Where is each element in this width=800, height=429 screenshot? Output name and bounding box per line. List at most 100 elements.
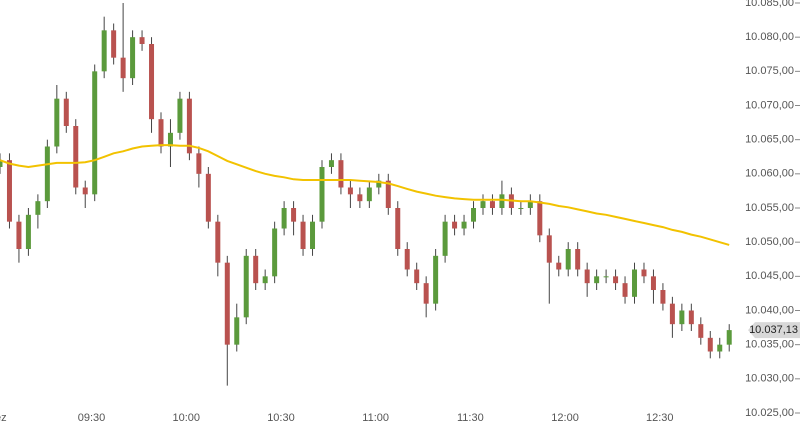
candle-body — [101, 30, 107, 72]
candle-body — [291, 208, 297, 222]
x-tick-label: 10:30 — [267, 412, 295, 424]
y-tick-label: 10.075,00 — [745, 65, 794, 77]
y-tick-label: 10.080,00 — [745, 31, 794, 43]
candle-body — [650, 276, 656, 290]
candle-body — [63, 98, 69, 126]
candle-body — [669, 303, 675, 325]
candle-body — [641, 269, 647, 277]
candle-body — [328, 160, 334, 167]
candle-body — [471, 208, 477, 222]
moving-average — [0, 144, 730, 246]
candle-body — [632, 269, 638, 297]
candle-body — [546, 235, 552, 263]
candle-body — [366, 187, 372, 202]
candle-body — [300, 221, 306, 249]
candle-body — [281, 208, 287, 229]
candle-body — [205, 173, 211, 222]
candle-body — [54, 98, 60, 147]
y-tick-label: 10.045,00 — [745, 270, 794, 282]
candle-body — [537, 201, 543, 236]
last-price-label: 10.037,13 — [749, 324, 798, 336]
candle-body — [234, 317, 240, 345]
candle-body — [584, 269, 590, 284]
candle-body — [158, 119, 164, 147]
candle-body — [357, 194, 363, 202]
candle-body — [215, 221, 221, 263]
candle-body — [186, 98, 192, 154]
candle-body — [688, 310, 694, 325]
candle-body — [603, 276, 609, 278]
candle-body — [177, 98, 183, 133]
candle-body — [73, 126, 79, 188]
candle-body — [16, 221, 22, 249]
y-tick-label: 10.050,00 — [745, 236, 794, 248]
x-tick-label: 12:00 — [551, 412, 579, 424]
candle-body — [594, 276, 600, 284]
candle-body — [310, 221, 316, 249]
candle-body — [452, 221, 458, 229]
candle-body — [679, 310, 685, 325]
candle-body — [224, 262, 230, 345]
candle-body — [0, 160, 3, 167]
candle-body — [385, 180, 391, 208]
candle-body — [92, 71, 98, 195]
x-tick-label: 09:30 — [78, 412, 106, 424]
candle-body — [262, 276, 268, 284]
candle-body — [376, 180, 382, 188]
candle-body — [423, 283, 429, 304]
last-price-box — [748, 322, 800, 339]
y-tick-label: 10.070,00 — [745, 99, 794, 111]
candle-body — [404, 249, 410, 270]
candle-body — [698, 324, 704, 338]
x-tick-label: 12:30 — [646, 412, 674, 424]
candle-body — [167, 132, 173, 147]
candle-body — [717, 344, 723, 352]
y-tick-label: 10.035,00 — [745, 339, 794, 351]
candle-body — [338, 160, 344, 188]
candle-body — [6, 160, 12, 222]
y-tick-label: 10.085,00 — [745, 0, 794, 9]
candle-body — [120, 57, 126, 79]
y-tick-label: 10.025,00 — [745, 407, 794, 419]
candle-body — [622, 283, 628, 297]
candle-body — [414, 269, 420, 284]
candle-body — [707, 337, 713, 352]
candle-body — [196, 153, 202, 174]
y-tick-label: 10.065,00 — [745, 134, 794, 146]
candle-body — [518, 208, 524, 209]
candle-body — [139, 37, 145, 44]
y-tick-label: 10.055,00 — [745, 202, 794, 214]
candle-body — [395, 208, 401, 249]
candle-body — [660, 290, 666, 304]
candle-body — [319, 167, 325, 222]
candle-body — [82, 187, 88, 195]
candle-body — [347, 187, 353, 195]
x-tick-label: 11:00 — [362, 412, 389, 424]
candle-body — [272, 228, 278, 277]
y-tick-label: 10.040,00 — [745, 304, 794, 316]
y-tick-label: 10.060,00 — [745, 168, 794, 180]
candle-body — [489, 201, 495, 208]
candle-body — [442, 221, 448, 256]
candle-body — [253, 255, 259, 284]
candle-body — [433, 255, 439, 304]
candle-body — [149, 44, 155, 120]
x-tick-label: 11:30 — [457, 412, 484, 424]
y-tick-label: 10.030,00 — [745, 373, 794, 385]
candle-body — [243, 255, 249, 318]
candle-body — [480, 201, 486, 208]
x-tick-label: Dez — [0, 412, 7, 424]
candle-body — [44, 146, 50, 202]
candle-body — [726, 330, 732, 345]
candle-body — [565, 249, 571, 270]
candle-body — [35, 201, 41, 215]
candle-body — [556, 262, 562, 270]
candle-body — [499, 194, 505, 208]
candle-body — [613, 276, 619, 284]
candle-body — [527, 201, 533, 208]
candle-body — [461, 221, 467, 229]
x-tick-label: 10:00 — [172, 412, 200, 424]
candle-body — [25, 214, 31, 249]
candle-body — [111, 30, 117, 58]
